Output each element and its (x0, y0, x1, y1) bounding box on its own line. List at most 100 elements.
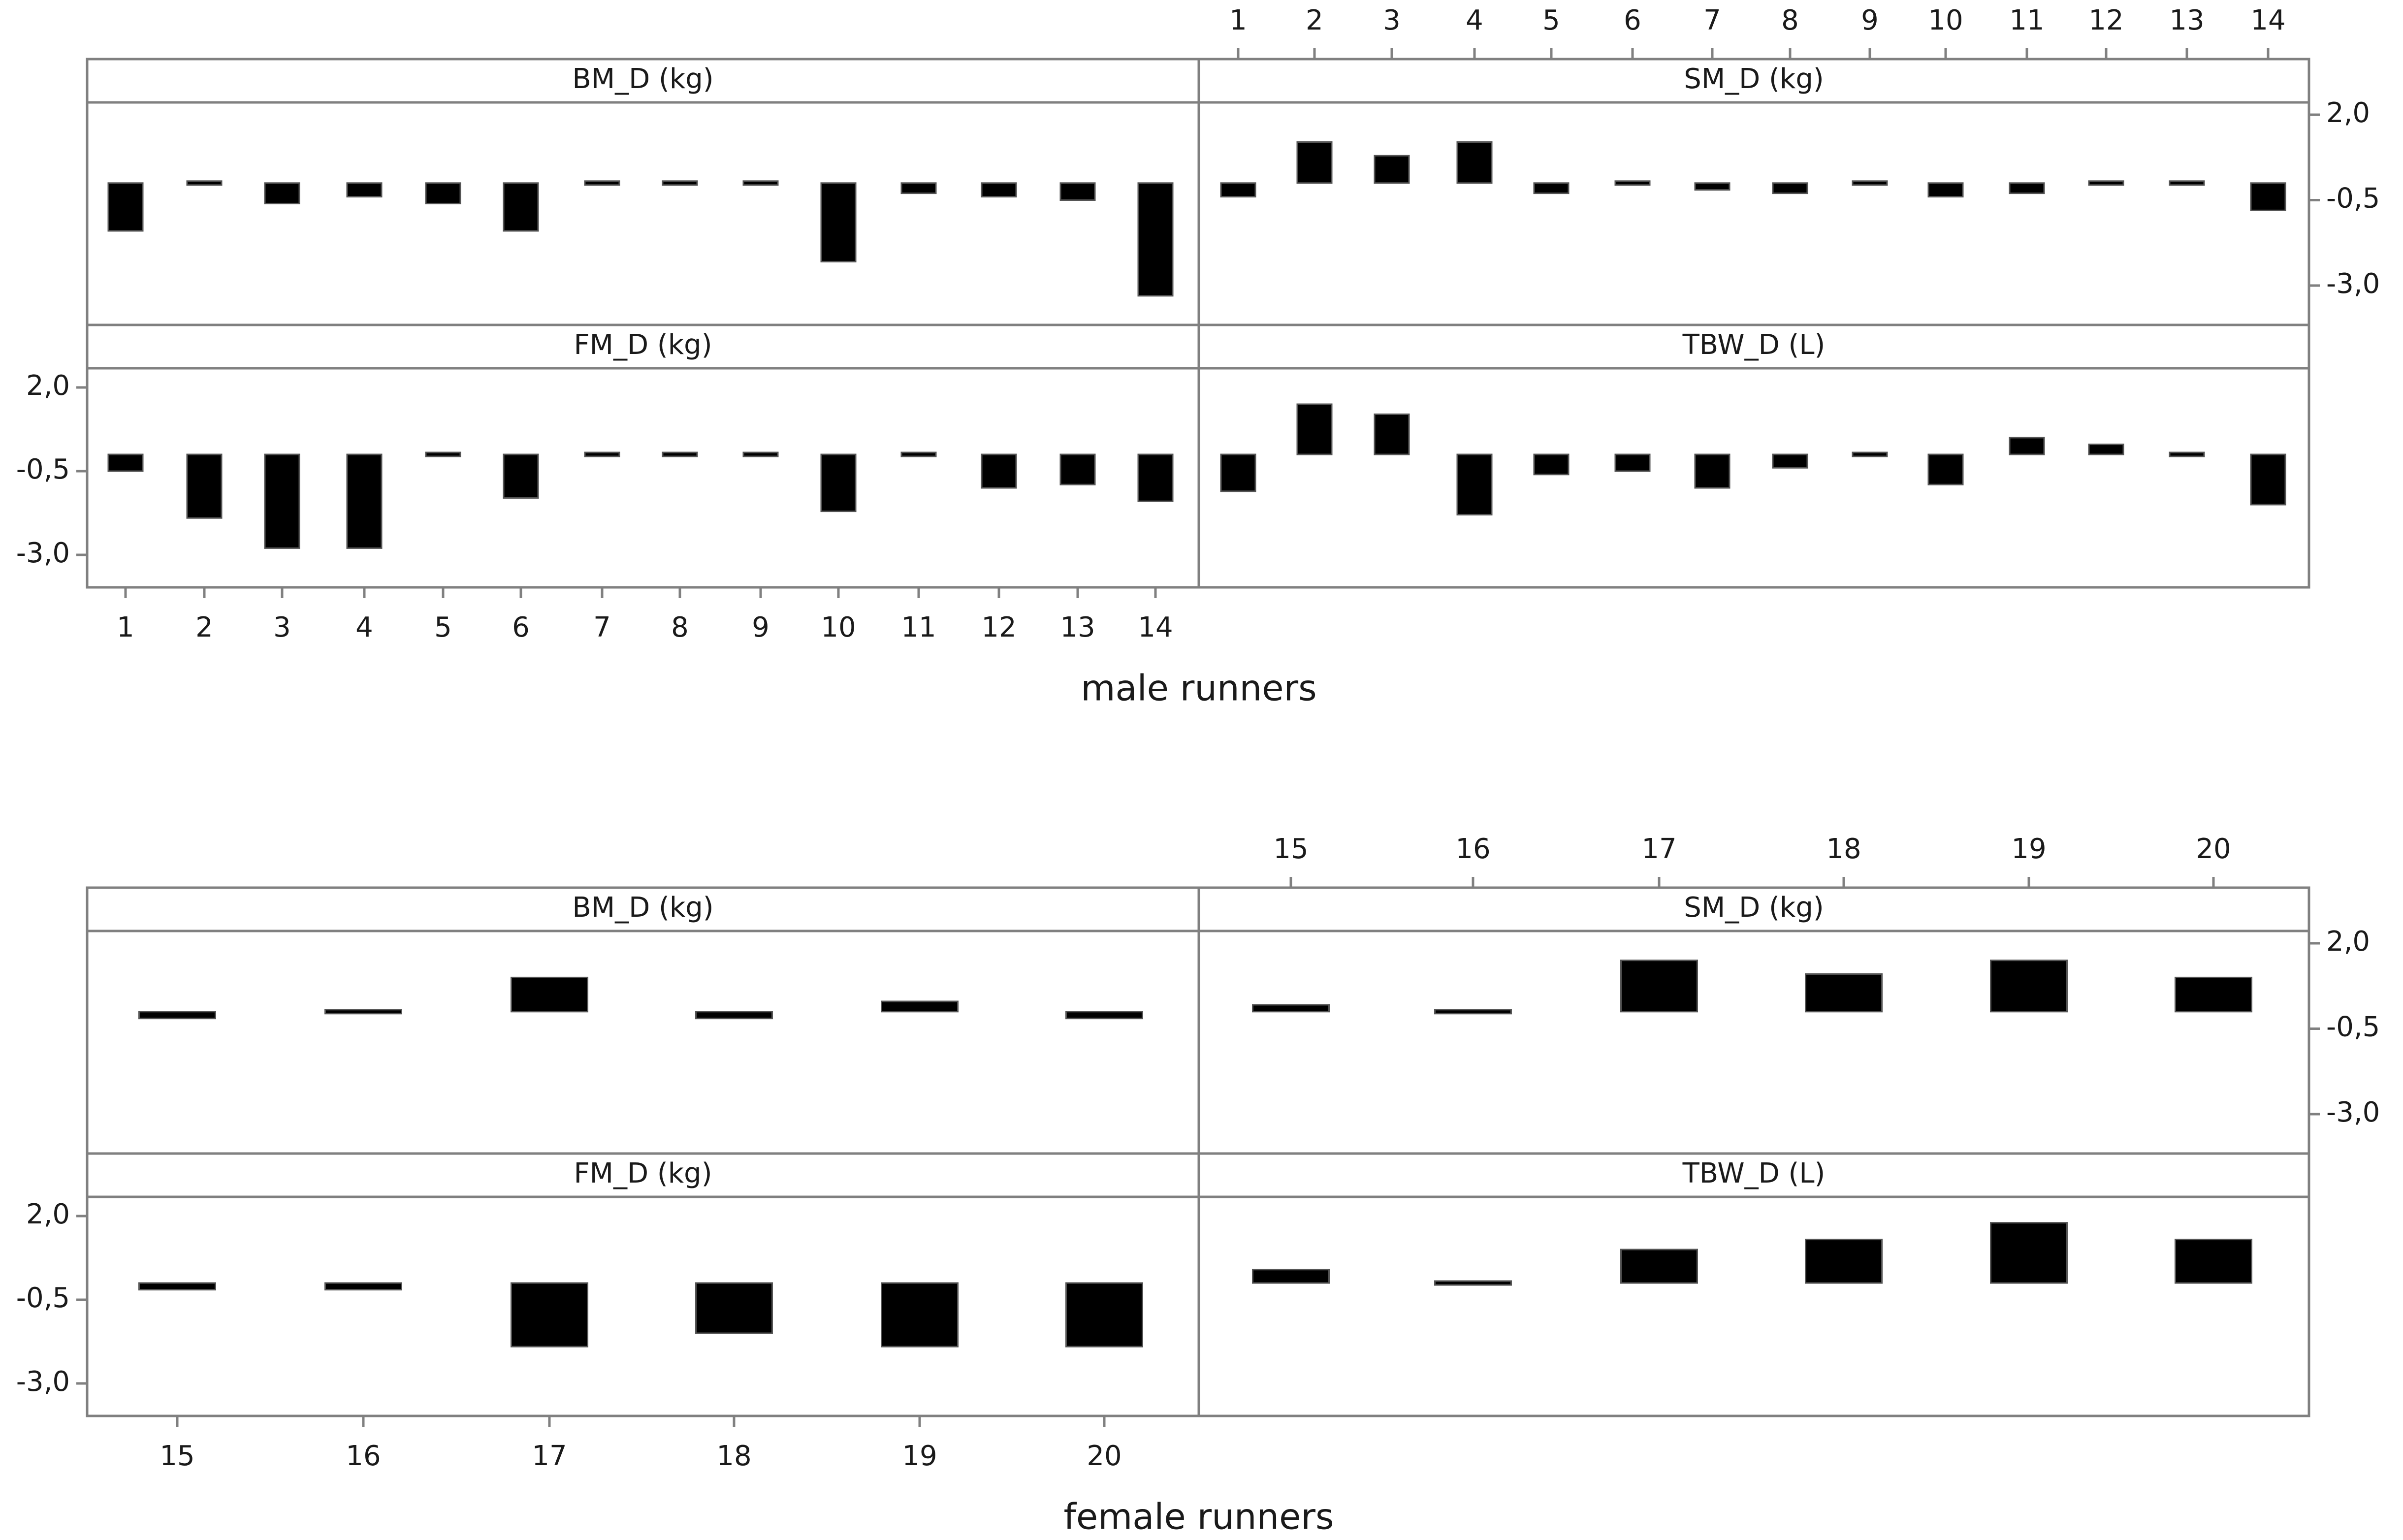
x-tick-label-bottom: 2 (195, 611, 213, 643)
bar (107, 453, 144, 472)
bar (1434, 1009, 1512, 1015)
bar (1296, 403, 1333, 455)
x-tick-label-bottom: 7 (593, 611, 611, 643)
x-tick-label-top: 4 (1466, 4, 1483, 36)
bar (1990, 960, 2068, 1013)
bar (1252, 1269, 1330, 1284)
bar (1137, 182, 1174, 297)
bar (107, 182, 144, 232)
x-tick-label-bottom: 17 (532, 1440, 567, 1472)
bar (1220, 182, 1256, 198)
bar (138, 1011, 216, 1020)
bar (584, 451, 620, 457)
x-tick-label-top: 16 (1455, 833, 1490, 865)
bar (1694, 453, 1730, 489)
bar (186, 453, 223, 519)
bar (1927, 453, 1964, 485)
panel-header-label: FM_D (kg) (574, 329, 712, 361)
bar (1805, 973, 1883, 1013)
bar (186, 180, 223, 186)
x-tick-label-top: 8 (1781, 4, 1799, 36)
bar (346, 453, 383, 549)
bar (1065, 1282, 1143, 1348)
bar (1772, 453, 1808, 469)
y-tick-label-right: 2,0 (2326, 97, 2370, 129)
bar (2250, 453, 2286, 506)
bar (1852, 180, 1888, 186)
bar (138, 1282, 216, 1291)
x-tick-label-top: 1 (1229, 4, 1247, 36)
y-tick-label-left: -0,5 (16, 453, 70, 485)
y-tick-label-right: -3,0 (2326, 1096, 2380, 1128)
bar (511, 976, 588, 1013)
x-tick-label-top: 13 (2169, 4, 2204, 36)
bar (2175, 1239, 2252, 1284)
x-tick-label-bottom: 5 (434, 611, 452, 643)
bar (1059, 453, 1096, 485)
y-tick-label-left: 2,0 (26, 370, 70, 402)
x-tick-label-top: 18 (1826, 833, 1861, 865)
bar (1059, 182, 1096, 201)
bar (695, 1011, 773, 1020)
x-tick-label-top: 7 (1703, 4, 1721, 36)
x-tick-label-bottom: 10 (821, 611, 856, 643)
bar (881, 1282, 959, 1348)
x-tick-label-bottom: 13 (1060, 611, 1095, 643)
bar (1694, 182, 1730, 191)
x-tick-label-bottom: 14 (1138, 611, 1173, 643)
y-tick-label-left: -3,0 (16, 537, 70, 569)
x-tick-label-bottom: 6 (512, 611, 530, 643)
x-tick-label-bottom: 11 (901, 611, 936, 643)
y-tick-label-left: -3,0 (16, 1366, 70, 1398)
bar (1614, 180, 1651, 186)
bar (425, 451, 461, 457)
bar (2175, 976, 2252, 1013)
x-tick-label-bottom: 18 (716, 1440, 751, 1472)
bar (900, 451, 937, 457)
bar (1852, 451, 1888, 457)
bar (2088, 444, 2124, 455)
bar (662, 180, 698, 186)
bar (324, 1009, 402, 1015)
bar (742, 451, 779, 457)
bar (881, 1000, 959, 1013)
bar (1456, 453, 1493, 515)
x-tick-label-top: 9 (1861, 4, 1879, 36)
figure-axis-label: female runners (1064, 1496, 1334, 1538)
bar (264, 453, 300, 549)
x-tick-label-bottom: 12 (981, 611, 1016, 643)
bar (900, 182, 937, 194)
x-tick-label-bottom: 16 (346, 1440, 381, 1472)
x-tick-label-bottom: 4 (355, 611, 373, 643)
bar (820, 182, 857, 262)
x-tick-label-top: 15 (1273, 833, 1308, 865)
panel-header-label: BM_D (kg) (572, 892, 713, 924)
bar (2009, 437, 2045, 455)
bar (503, 453, 539, 499)
bar (1620, 960, 1698, 1013)
y-tick-label-right: -0,5 (2326, 183, 2380, 215)
bar (981, 182, 1017, 198)
x-tick-label-bottom: 8 (671, 611, 689, 643)
bar (346, 182, 383, 198)
bar (1220, 453, 1256, 492)
x-tick-label-bottom: 15 (160, 1440, 194, 1472)
bar (2169, 451, 2205, 457)
bar (1805, 1239, 1883, 1284)
x-tick-label-bottom: 19 (902, 1440, 937, 1472)
bar (1252, 1004, 1330, 1013)
panel-header-label: FM_D (kg) (574, 1157, 712, 1189)
x-tick-label-top: 14 (2250, 4, 2285, 36)
y-tick-label-right: 2,0 (2326, 926, 2370, 958)
bar (1927, 182, 1964, 198)
bar (584, 180, 620, 186)
bar (820, 453, 857, 513)
bar (1772, 182, 1808, 194)
bar (1533, 453, 1570, 476)
bar (1533, 182, 1570, 194)
x-tick-label-bottom: 3 (273, 611, 291, 643)
bar (695, 1282, 773, 1334)
x-tick-label-top: 2 (1306, 4, 1323, 36)
bar (2088, 180, 2124, 186)
